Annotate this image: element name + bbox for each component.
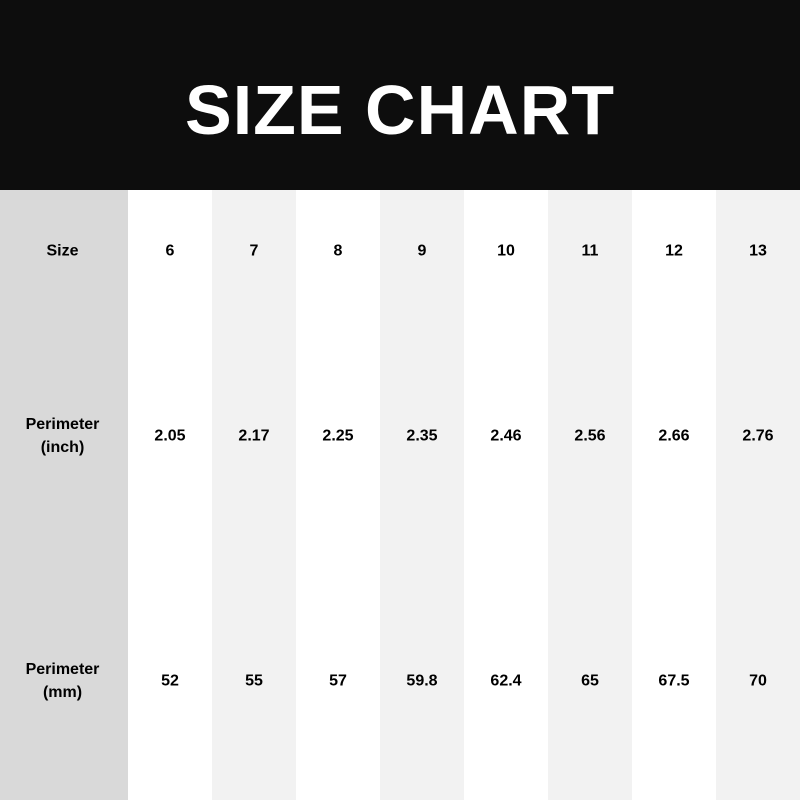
table-cell: 11 — [581, 242, 599, 260]
page-title: SIZE CHART — [185, 71, 615, 149]
table-cell: 2.25 — [322, 427, 354, 445]
table-cell: 2.05 — [154, 427, 186, 445]
column-bg — [716, 190, 800, 800]
table-cell: 2.76 — [742, 427, 774, 445]
label-column-bg — [0, 190, 128, 800]
table-cell: 59.8 — [406, 672, 438, 690]
table-cell: 12 — [665, 242, 683, 260]
table-cell: 7 — [249, 242, 259, 260]
table-cell: 65 — [581, 672, 599, 690]
title-banner: SIZE CHART — [0, 0, 800, 190]
table-cell: 52 — [161, 672, 179, 690]
column-bg — [296, 190, 380, 800]
table-cell: 67.5 — [658, 672, 690, 690]
table-cell: 13 — [749, 242, 767, 260]
column-bg — [212, 190, 296, 800]
table-cell: 62.4 — [490, 672, 522, 690]
table-cell: 2.17 — [238, 427, 270, 445]
row-label: Perimeter (mm) — [25, 661, 100, 701]
column-bg — [380, 190, 464, 800]
table-cell: 9 — [417, 242, 427, 260]
column-bg — [548, 190, 632, 800]
table-cell: 2.35 — [406, 427, 438, 445]
column-bg — [632, 190, 716, 800]
table-cell: 6 — [165, 242, 175, 260]
column-bg — [128, 190, 212, 800]
table-cell: 55 — [245, 672, 263, 690]
table-cell: 10 — [497, 242, 515, 260]
column-bg — [464, 190, 548, 800]
table-cell: 57 — [329, 672, 347, 690]
table-cell: 8 — [333, 242, 343, 260]
row-label: Perimeter (inch) — [25, 416, 100, 456]
table-cell: 70 — [749, 672, 767, 690]
row-label: Size — [46, 242, 79, 260]
table-cell: 2.66 — [658, 427, 690, 445]
table-cell: 2.56 — [574, 427, 606, 445]
table-cell: 2.46 — [490, 427, 522, 445]
